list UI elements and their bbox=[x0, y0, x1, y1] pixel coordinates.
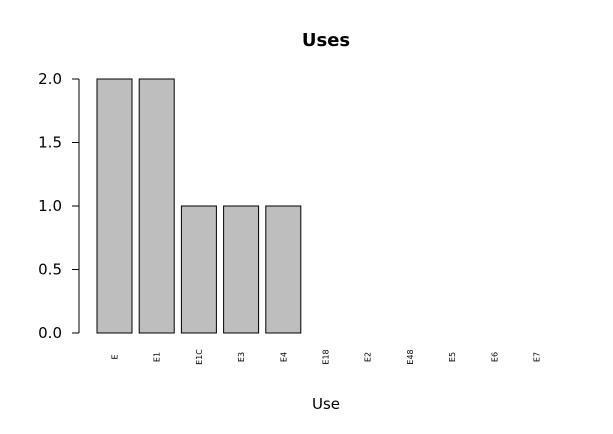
y-tick-label: 1.5 bbox=[38, 134, 62, 152]
x-tick-label-E1C: E1C bbox=[195, 349, 204, 365]
x-tick-label-E18: E18 bbox=[322, 349, 331, 364]
x-tick-label-E7: E7 bbox=[533, 352, 542, 362]
y-tick-label: 0.0 bbox=[38, 324, 62, 342]
bar-E4 bbox=[265, 205, 302, 334]
y-axis: 0.0 0.5 1.0 1.5 2.0 bbox=[38, 70, 80, 342]
x-tick-label-E48: E48 bbox=[406, 349, 415, 364]
x-tick-label-E1: E1 bbox=[153, 352, 162, 362]
y-tick-label: 0.5 bbox=[38, 261, 62, 279]
bar-E1C bbox=[180, 205, 217, 334]
x-tick-label-E2: E2 bbox=[364, 352, 373, 362]
x-axis-label: Use bbox=[312, 395, 340, 413]
bar-E bbox=[96, 78, 133, 334]
bar-E1 bbox=[138, 78, 175, 334]
bars bbox=[96, 78, 302, 334]
x-tick-label-E3: E3 bbox=[237, 352, 246, 362]
bar-E3 bbox=[223, 205, 260, 334]
x-tick-label-E: E bbox=[111, 354, 120, 359]
x-tick-label-E6: E6 bbox=[490, 352, 499, 362]
y-tick-label: 2.0 bbox=[38, 70, 62, 88]
x-tick-label-E4: E4 bbox=[279, 352, 288, 362]
x-tick-label-E5: E5 bbox=[448, 352, 457, 362]
y-tick-label: 1.0 bbox=[38, 197, 62, 215]
chart-title: Uses bbox=[302, 30, 350, 51]
x-tick-labels: E E1 E1C E3 E4 E18 E2 E48 E5 E6 E7 bbox=[111, 349, 542, 365]
